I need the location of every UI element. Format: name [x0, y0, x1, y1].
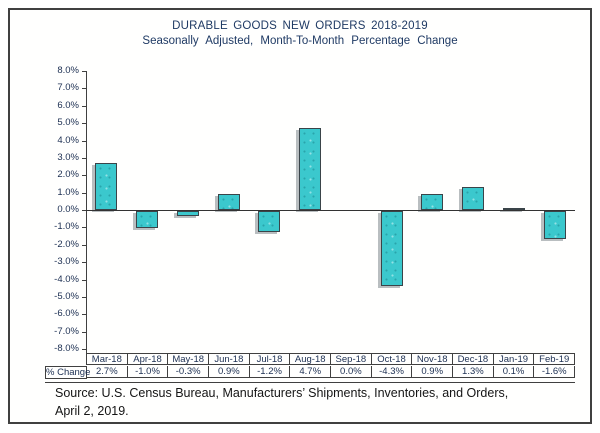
- y-tick-label: -8.0%: [54, 343, 79, 354]
- y-tick-mark: [82, 314, 86, 316]
- y-tick-mark: [82, 279, 86, 281]
- month-header-may-18: May-18: [167, 354, 209, 365]
- y-tick-mark: [82, 210, 86, 211]
- y-tick-mark: [82, 71, 86, 72]
- y-tick-mark: [82, 192, 86, 194]
- y-tick-label: 6.0%: [57, 99, 79, 111]
- month-header-nov-18: Nov-18: [411, 354, 453, 365]
- y-tick-mark: [82, 296, 86, 298]
- month-header-jun-18: Jun-18: [208, 354, 249, 365]
- y-tick-label: 1.0%: [57, 186, 79, 198]
- pct-value-jul-18: -1.2%: [248, 366, 290, 378]
- table-header-row: Mar-18 Apr-18 May-18 Jun-18 Jul-18 Aug-18 Sep-…: [86, 353, 576, 365]
- source-note-line2: April 2, 2019.: [55, 404, 129, 418]
- y-tick-label: 7.0%: [57, 82, 79, 94]
- month-header-oct-18: Oct-18: [370, 354, 412, 365]
- month-header-apr-18: Apr-18: [126, 354, 168, 365]
- bar-feb-19: [543, 211, 566, 239]
- y-tick-label: 0.0%: [57, 204, 79, 215]
- y-axis-line: [86, 71, 87, 353]
- month-header-jul-18: Jul-18: [248, 354, 290, 365]
- table-row-label: % Change: [45, 366, 91, 379]
- y-tick-mark: [82, 262, 86, 264]
- pct-value-dec-18: 1.3%: [452, 366, 493, 378]
- pct-value-sep-18: 0.0%: [330, 366, 371, 378]
- bar-jun-18: [217, 194, 240, 210]
- month-header-jan-19: Jan-19: [492, 354, 534, 365]
- bar-mar-18: [95, 163, 118, 210]
- y-tick-mark: [82, 227, 86, 229]
- pct-value-feb-19: -1.6%: [533, 366, 576, 378]
- pct-value-jun-18: 0.9%: [208, 366, 249, 378]
- bar-jul-18: [258, 211, 281, 232]
- zero-axis-line: [86, 210, 575, 211]
- y-tick-mark: [82, 88, 86, 90]
- y-tick-label: -7.0%: [54, 325, 79, 337]
- y-tick-label: -5.0%: [54, 290, 79, 302]
- y-tick-label: -3.0%: [54, 256, 79, 268]
- bar-aug-18: [299, 128, 322, 210]
- y-tick-mark: [82, 123, 86, 125]
- y-tick-label: -6.0%: [54, 308, 79, 320]
- bar-nov-18: [421, 194, 444, 210]
- y-tick-mark: [82, 157, 86, 159]
- month-header-dec-18: Dec-18: [452, 354, 493, 365]
- month-header-mar-18: Mar-18: [86, 354, 127, 365]
- y-tick-mark: [82, 244, 86, 246]
- bar-dec-18: [462, 187, 485, 210]
- chart-frame: DURABLE GOODS NEW ORDERS 2018-2019 Seaso…: [8, 8, 592, 424]
- source-note-line1: Source: U.S. Census Bureau, Manufacturer…: [55, 386, 509, 400]
- pct-value-jan-19: 0.1%: [492, 366, 534, 378]
- chart-subtitle: Seasonally Adjusted, Month-To-Month Perc…: [142, 35, 458, 47]
- y-tick-label: 8.0%: [57, 65, 79, 76]
- table-bottom-rule: [45, 382, 575, 383]
- table-values-row: 2.7% -1.0% -0.3% 0.9% -1.2% 4.7% 0.0% -4.3% 0.9%…: [86, 366, 576, 378]
- y-tick-mark: [82, 175, 86, 177]
- y-tick-mark: [82, 105, 86, 107]
- y-tick-label: 5.0%: [57, 117, 79, 129]
- bar-jan-19: [502, 208, 525, 211]
- bar-may-18: [176, 211, 199, 217]
- y-tick-label: 2.0%: [57, 169, 79, 181]
- pct-value-may-18: -0.3%: [167, 366, 209, 378]
- pct-value-mar-18: 2.7%: [86, 366, 127, 378]
- y-tick-label: -2.0%: [54, 238, 79, 250]
- y-tick-label: 4.0%: [57, 134, 79, 146]
- bar-apr-18: [136, 211, 159, 229]
- month-header-sep-18: Sep-18: [330, 354, 371, 365]
- y-tick-mark: [82, 331, 86, 333]
- month-header-feb-19: Feb-19: [533, 354, 576, 365]
- y-tick-label: 3.0%: [57, 151, 79, 163]
- y-tick-mark: [82, 140, 86, 142]
- y-tick-label: -4.0%: [54, 273, 79, 285]
- y-tick-mark: [82, 349, 86, 350]
- pct-value-aug-18: 4.7%: [289, 366, 331, 378]
- chart-title: DURABLE GOODS NEW ORDERS 2018-2019: [172, 20, 428, 32]
- y-tick-label: -1.0%: [54, 221, 79, 233]
- pct-value-apr-18: -1.0%: [126, 366, 168, 378]
- pct-value-nov-18: 0.9%: [411, 366, 453, 378]
- month-header-aug-18: Aug-18: [289, 354, 331, 365]
- bar-oct-18: [380, 211, 403, 286]
- pct-value-oct-18: -4.3%: [370, 366, 412, 378]
